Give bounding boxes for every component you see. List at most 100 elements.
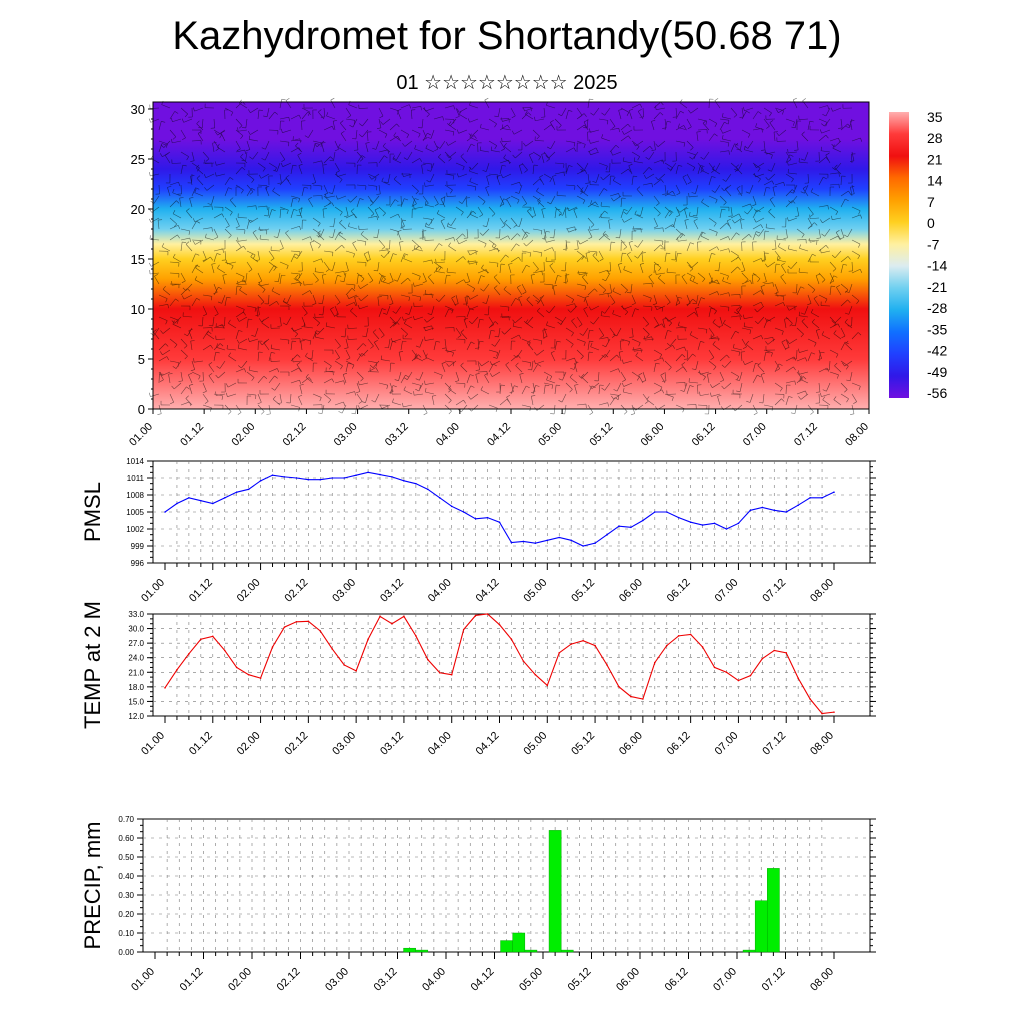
wind-barb-flag xyxy=(552,247,555,252)
wind-barb xyxy=(290,367,300,373)
wind-barb xyxy=(763,319,768,329)
wind-barb-flag xyxy=(493,356,498,359)
wind-barb xyxy=(202,393,209,402)
wind-barb xyxy=(807,294,812,304)
wind-barb xyxy=(444,151,452,159)
wind-barb-flag xyxy=(222,248,224,253)
wind-barb xyxy=(315,336,325,340)
wind-barb-flag xyxy=(329,159,334,162)
wind-barb-flag xyxy=(181,295,185,300)
wind-barb-flag xyxy=(503,286,507,290)
wind-barb xyxy=(389,253,394,263)
wind-barb xyxy=(691,261,699,269)
wind-barb-flag xyxy=(196,220,201,224)
wind-barb-flag xyxy=(251,377,255,381)
wind-barb-flag xyxy=(589,226,591,231)
wind-barb-flag xyxy=(800,312,805,315)
wind-barb-flag xyxy=(309,240,314,243)
wind-barb xyxy=(543,385,546,395)
wind-barb xyxy=(235,239,242,248)
wind-barb xyxy=(609,242,612,252)
wind-barb xyxy=(499,140,505,149)
wind-barb xyxy=(334,294,341,303)
wind-barb-flag xyxy=(484,97,489,101)
wind-barb xyxy=(552,176,556,186)
wind-barb-flag xyxy=(238,125,243,129)
wind-barb-flag xyxy=(531,215,536,218)
wind-barb xyxy=(361,349,369,357)
wind-barb xyxy=(374,393,380,403)
wind-barb-flag xyxy=(304,186,309,189)
data-point xyxy=(570,643,572,645)
wind-barb xyxy=(539,177,545,186)
wind-barb-flag xyxy=(847,256,851,260)
wind-barb-flag xyxy=(464,296,469,298)
wind-barb-flag xyxy=(359,134,363,138)
wind-barb-flag xyxy=(601,387,605,391)
wind-barb-flag xyxy=(755,363,760,365)
wind-barb-flag xyxy=(285,230,289,234)
wind-barb-flag xyxy=(375,367,379,372)
wind-barb-flag xyxy=(494,336,499,338)
wind-barb-flag xyxy=(589,98,594,100)
wind-barb xyxy=(763,352,767,362)
wind-barb xyxy=(707,374,710,384)
wind-barb xyxy=(719,354,727,362)
wind-barb-flag xyxy=(260,301,265,305)
wind-barb xyxy=(631,308,636,318)
wind-barb-flag xyxy=(540,230,543,235)
wind-barb-flag xyxy=(294,333,298,338)
wind-barb xyxy=(359,382,369,386)
wind-barb-flag xyxy=(331,126,335,130)
wind-barb-flag xyxy=(172,253,176,258)
data-point xyxy=(438,671,441,674)
wind-barb xyxy=(252,151,259,160)
wind-barb xyxy=(213,228,219,238)
wind-barb xyxy=(312,316,320,324)
wind-barb-flag xyxy=(636,214,641,216)
x-tick-label: 03.12 xyxy=(378,577,406,605)
wind-barb-flag xyxy=(714,133,718,137)
wind-barb xyxy=(598,371,600,381)
data-point xyxy=(713,666,716,669)
wind-barb xyxy=(169,217,177,225)
wind-barb xyxy=(257,205,267,208)
wind-barb xyxy=(246,184,254,192)
wind-barb xyxy=(202,294,212,297)
wind-barb-flag xyxy=(159,379,164,383)
wind-barb-flag xyxy=(479,232,483,236)
wind-barb-flag xyxy=(810,188,814,193)
wind-barb xyxy=(774,327,784,332)
wind-barb-flag xyxy=(185,241,190,245)
data-point xyxy=(450,505,453,508)
wind-barb-flag xyxy=(684,346,687,351)
wind-barb xyxy=(619,228,622,238)
wind-barb-flag xyxy=(654,306,658,310)
wind-barb xyxy=(257,305,260,315)
wind-barb-flag xyxy=(684,207,689,210)
wind-barb xyxy=(730,266,738,274)
wind-barb xyxy=(784,319,787,329)
wind-barb-flag xyxy=(529,152,534,156)
wind-barb xyxy=(800,393,809,400)
wind-barb-flag xyxy=(376,186,378,191)
wind-barb-flag xyxy=(623,411,628,415)
wind-barb xyxy=(675,354,683,362)
wind-barb xyxy=(419,338,424,348)
wind-barb xyxy=(773,132,776,142)
wind-barb-flag xyxy=(590,224,595,228)
wind-barb-flag xyxy=(392,155,395,160)
wind-barb xyxy=(279,140,289,143)
wind-barb xyxy=(267,206,270,216)
wind-barb-flag xyxy=(636,146,640,150)
wind-barb-flag xyxy=(238,365,242,369)
wind-barb-flag xyxy=(439,265,443,269)
wind-barb-flag xyxy=(850,413,855,415)
wind-barb xyxy=(488,173,498,176)
wind-barb xyxy=(212,316,215,326)
wind-barb-flag xyxy=(237,412,242,415)
wind-barb xyxy=(477,275,482,285)
x-tick-label: 01.12 xyxy=(178,421,206,449)
wind-barb xyxy=(585,253,589,263)
wind-barb-flag xyxy=(193,358,195,363)
